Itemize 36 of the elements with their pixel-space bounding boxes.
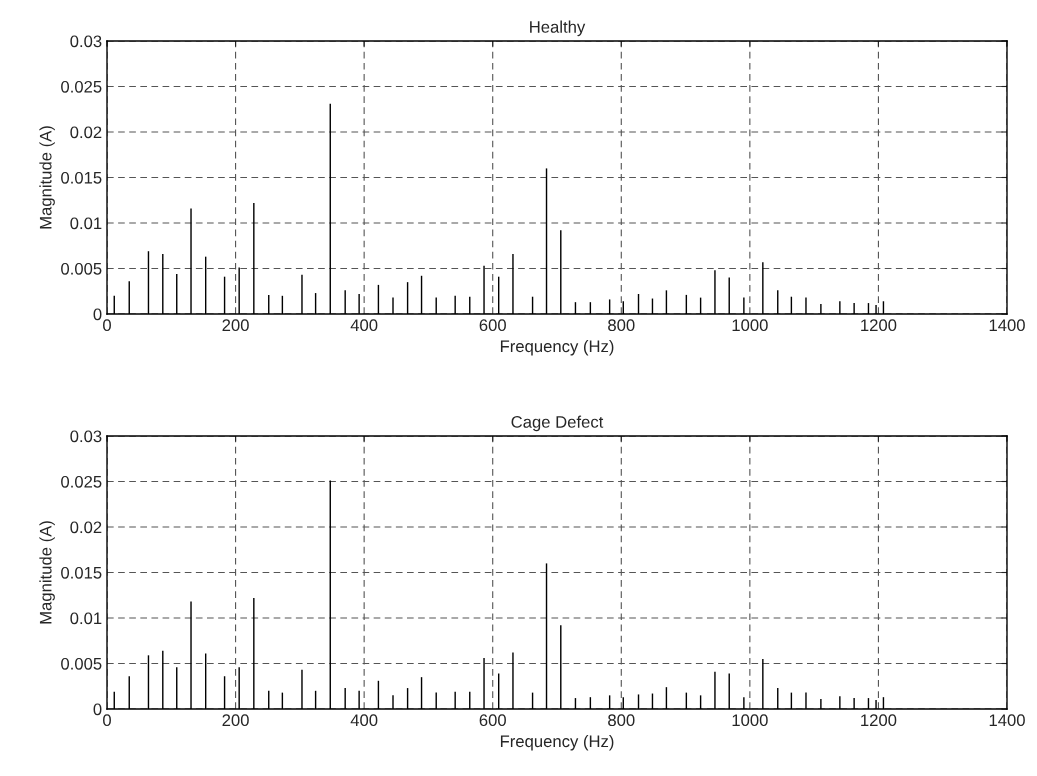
y-tick-label: 0.015 bbox=[61, 566, 102, 579]
x-tick-label: 1200 bbox=[861, 319, 897, 332]
x-tick-label: 800 bbox=[608, 319, 635, 332]
x-tick-label: 0 bbox=[103, 319, 111, 332]
y-tick-label: 0 bbox=[93, 703, 102, 716]
y-tick-label: 0 bbox=[93, 308, 102, 321]
x-tick-label: 1000 bbox=[732, 714, 768, 727]
x-tick-label: 600 bbox=[479, 319, 506, 332]
x-tick-label: 1400 bbox=[989, 714, 1025, 727]
y-tick-label: 0.02 bbox=[70, 521, 102, 534]
y-tick-label: 0.005 bbox=[61, 657, 102, 670]
y-tick-label: 0.025 bbox=[61, 475, 102, 488]
y-tick-label: 0.025 bbox=[61, 80, 102, 93]
x-tick-label: 1200 bbox=[861, 714, 897, 727]
y-tick-label: 0.015 bbox=[61, 171, 102, 184]
x-axis-title: Frequency (Hz) bbox=[500, 734, 614, 751]
chart-title: Healthy bbox=[530, 20, 586, 37]
y-tick-label: 0.01 bbox=[70, 612, 102, 625]
x-tick-label: 800 bbox=[608, 714, 635, 727]
x-tick-label: 600 bbox=[479, 714, 506, 727]
x-tick-label: 400 bbox=[350, 319, 378, 332]
y-axis-title: Magnitude (A) bbox=[39, 126, 55, 229]
x-tick-label: 200 bbox=[222, 319, 249, 332]
y-tick-label: 0.03 bbox=[70, 430, 102, 443]
y-tick-label: 0.005 bbox=[61, 262, 102, 275]
y-tick-label: 0.01 bbox=[70, 217, 102, 230]
x-tick-label: 200 bbox=[222, 714, 249, 727]
x-tick-label: 1400 bbox=[989, 319, 1025, 332]
x-axis-title: Frequency (Hz) bbox=[500, 339, 614, 356]
chart-title: Cage Defect bbox=[511, 415, 604, 432]
y-tick-label: 0.02 bbox=[70, 126, 102, 139]
x-tick-label: 0 bbox=[103, 714, 111, 727]
x-tick-label: 400 bbox=[350, 714, 378, 727]
y-tick-label: 0.03 bbox=[70, 35, 102, 48]
y-axis-title: Magnitude (A) bbox=[39, 521, 55, 624]
x-tick-label: 1000 bbox=[732, 319, 768, 332]
